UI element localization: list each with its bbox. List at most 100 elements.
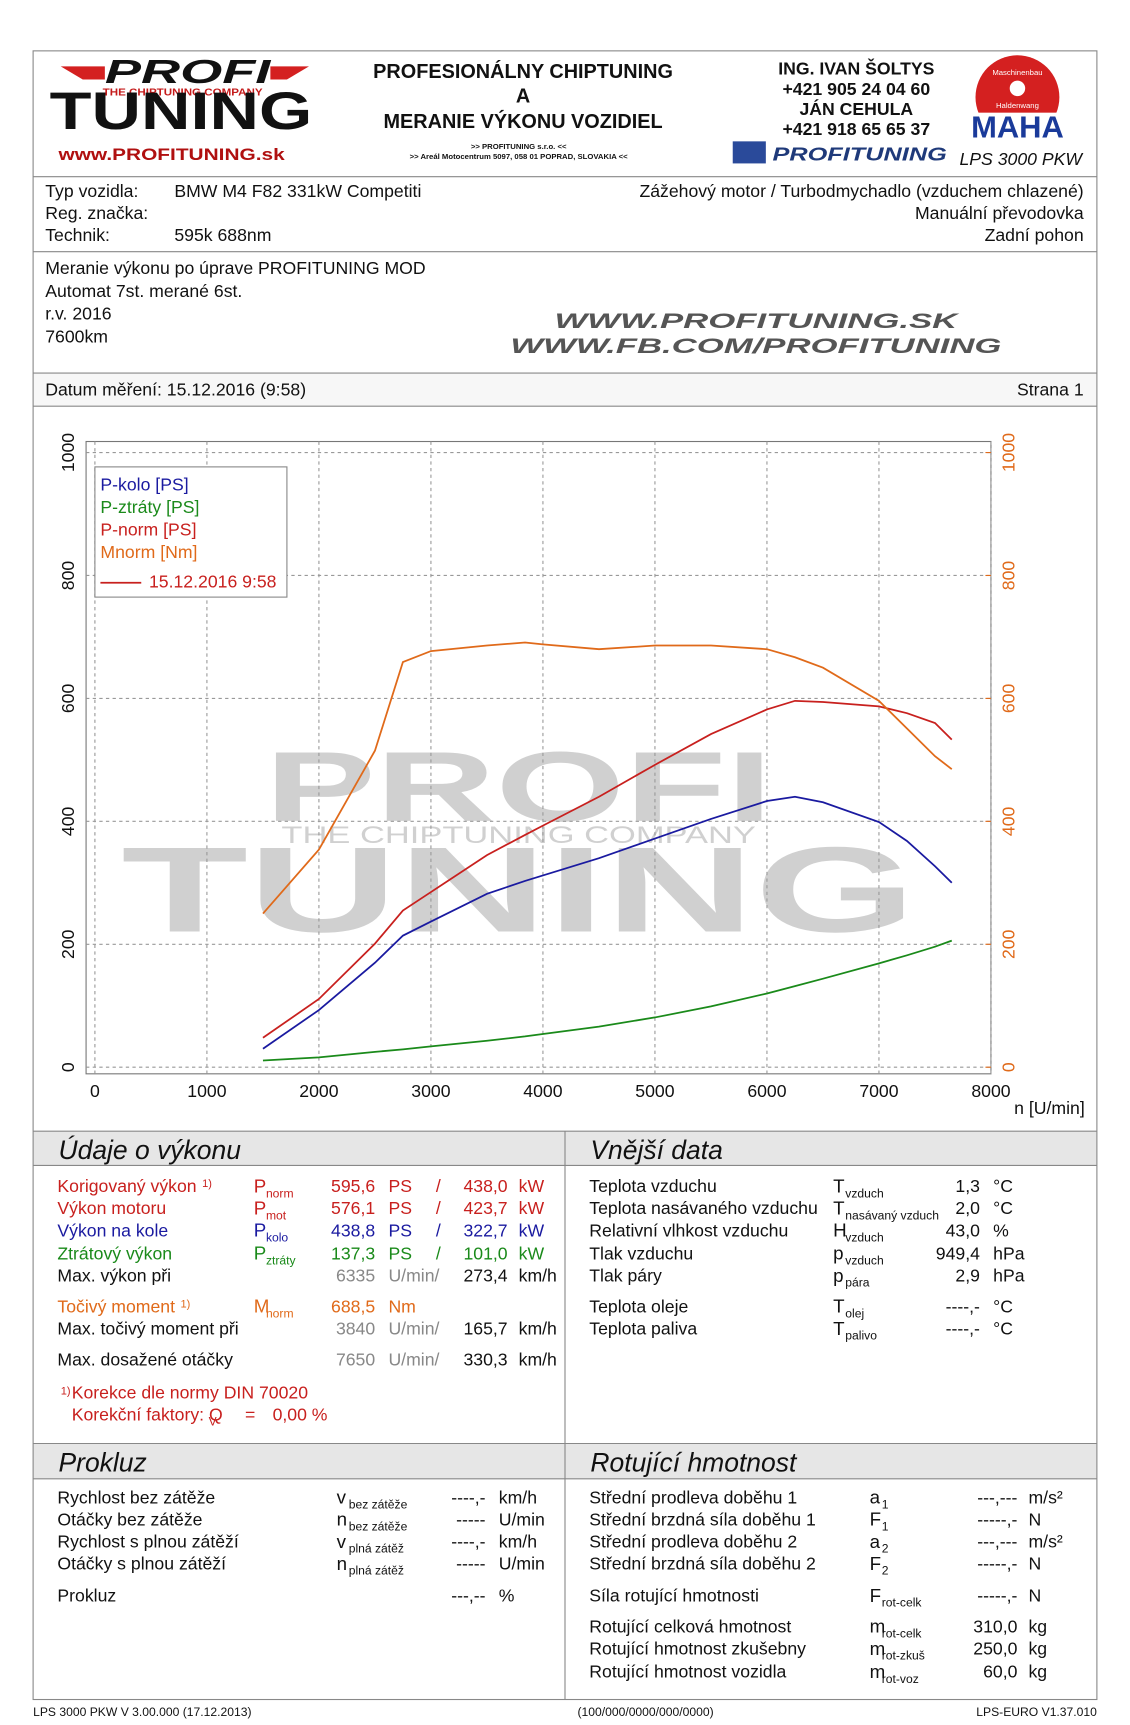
row-value: 423,7 xyxy=(463,1198,507,1218)
y2-tick-label: 400 xyxy=(998,806,1018,836)
row-value: Nm xyxy=(388,1296,415,1316)
legend-entry: P-norm [PS] xyxy=(100,520,196,540)
x-tick-label: 0 xyxy=(90,1081,100,1101)
symbol: m xyxy=(870,1638,886,1659)
row-value: kW xyxy=(519,1198,545,1218)
symbol-sub: vzduch xyxy=(845,1230,883,1244)
symbol: m xyxy=(870,1661,886,1682)
y-tick-label: 1000 xyxy=(58,433,78,472)
symbol-sub: plná zátěž xyxy=(349,1564,404,1578)
row-value: m/s² xyxy=(1028,1487,1062,1507)
maha-gear xyxy=(1009,80,1026,97)
symbol-sub: vzduch xyxy=(845,1186,883,1200)
symbol-sub: norm xyxy=(266,1186,294,1200)
symbol: T xyxy=(833,1296,845,1317)
row-value: -----,- xyxy=(977,1554,1017,1574)
header-title: MERANIE VÝKONU VOZIDIEL xyxy=(383,109,662,133)
x-axis-label: n [U/min] xyxy=(1014,1098,1085,1118)
logo-tagline: THE CHIPTUNING COMPANY xyxy=(103,87,263,98)
vehicle-label: Reg. značka: xyxy=(45,203,148,223)
row-label: Rychlost bez zátěže xyxy=(57,1487,215,1507)
vehicle-value: BMW M4 F82 331kW Competiti xyxy=(174,181,421,201)
header-title: PROFESIONÁLNY CHIPTUNING xyxy=(373,60,673,83)
symbol-sub: vzduch xyxy=(845,1254,883,1268)
row-value: 250,0 xyxy=(973,1639,1017,1659)
row-value: U/min xyxy=(499,1554,545,1574)
row-label: Max. dosažené otáčky xyxy=(57,1349,233,1369)
row-value: hPa xyxy=(993,1266,1025,1286)
x-tick-label: 5000 xyxy=(635,1081,674,1101)
maha-ring: Haldenwang xyxy=(996,101,1039,110)
symbol-sub: norm xyxy=(266,1307,294,1321)
vehicle-value: 595k 688nm xyxy=(174,225,271,245)
header-title: A xyxy=(516,85,530,107)
y2-tick-label: 800 xyxy=(998,561,1018,591)
maha-plate xyxy=(968,112,1066,144)
row-value: % xyxy=(499,1586,515,1606)
row-value: N xyxy=(1028,1509,1041,1529)
website: WWW.PROFITUNING.SK xyxy=(555,310,961,333)
row-value: 7650 xyxy=(336,1349,375,1369)
row-value: °C xyxy=(993,1296,1013,1316)
row-label: Max. výkon při xyxy=(57,1266,171,1286)
x-tick-label: 4000 xyxy=(523,1081,562,1101)
row-value: 60,0 xyxy=(983,1662,1018,1682)
row-label: Střední prodleva doběhu 1 xyxy=(589,1487,797,1507)
row-label: Korigovaný výkon xyxy=(57,1176,196,1196)
symbol: F xyxy=(870,1509,881,1530)
contact: JÁN CEHULA xyxy=(799,98,913,119)
symbol: m xyxy=(870,1616,886,1637)
row-value: PS xyxy=(388,1176,412,1196)
note-line: 7600km xyxy=(45,326,108,346)
y-tick-label: 200 xyxy=(58,929,78,959)
section-title: Údaje o výkonu xyxy=(58,1135,241,1165)
symbol: F xyxy=(870,1553,881,1574)
row-value: U/min/ xyxy=(388,1349,439,1369)
row-value: ----- xyxy=(456,1509,485,1529)
note-line: r.v. 2016 xyxy=(45,303,112,323)
row-value: ----,- xyxy=(946,1318,980,1338)
legend-entry: P-ztráty [PS] xyxy=(100,497,199,517)
row-value: ----,- xyxy=(451,1531,485,1551)
row-value: 137,3 xyxy=(331,1243,375,1263)
symbol-sub: rot-voz xyxy=(882,1672,919,1686)
y2-tick-label: 200 xyxy=(998,929,1018,959)
row-label: Otáčky s plnou zátěží xyxy=(57,1554,226,1574)
row-value: 322,7 xyxy=(463,1220,507,1240)
y-tick-label: 400 xyxy=(58,806,78,836)
logo-tuning: TUNING xyxy=(50,82,313,141)
maha-model: LPS 3000 PKW xyxy=(959,149,1084,169)
row-value: 949,4 xyxy=(936,1243,980,1263)
row-value: 688,5 xyxy=(331,1296,375,1316)
symbol: n xyxy=(337,1509,347,1530)
row-label: Rotující hmotnost zkušebny xyxy=(589,1639,806,1659)
logo-profi: PROFI xyxy=(105,54,272,91)
row-value: km/h xyxy=(519,1318,557,1338)
row-value: ----,- xyxy=(946,1296,980,1316)
x-tick-label: 1000 xyxy=(187,1081,226,1101)
row-label: Rychlost s plnou zátěží xyxy=(57,1531,238,1551)
row-value: 101,0 xyxy=(463,1243,507,1263)
row-value: 438,8 xyxy=(331,1220,375,1240)
contact: ING. IVAN ŠOLTYS xyxy=(778,57,934,78)
symbol: P xyxy=(254,1243,267,1264)
row-label: Tlak vzduchu xyxy=(589,1243,693,1263)
symbol-sub: 2 xyxy=(882,1564,889,1578)
symbol: H xyxy=(833,1220,847,1241)
row-label: Výkon motoru xyxy=(57,1198,166,1218)
row-value: 2,9 xyxy=(955,1266,980,1286)
row-value: % xyxy=(993,1220,1009,1240)
footer-version: LPS 3000 PKW V 3.00.000 (17.12.2013) xyxy=(33,1705,251,1719)
factor-sub: V xyxy=(209,1415,218,1429)
row-value: km/h xyxy=(499,1531,537,1551)
symbol: a xyxy=(870,1531,881,1552)
row-value: km/h xyxy=(499,1487,537,1507)
row-value: kW xyxy=(519,1243,545,1263)
row-label: Točivý moment xyxy=(57,1296,175,1316)
row-label: Otáčky bez zátěže xyxy=(57,1509,202,1529)
row-value: °C xyxy=(993,1318,1013,1338)
symbol-sub: plná zátěž xyxy=(349,1542,404,1556)
symbol: n xyxy=(337,1553,347,1574)
row-value: kg xyxy=(1028,1639,1047,1659)
